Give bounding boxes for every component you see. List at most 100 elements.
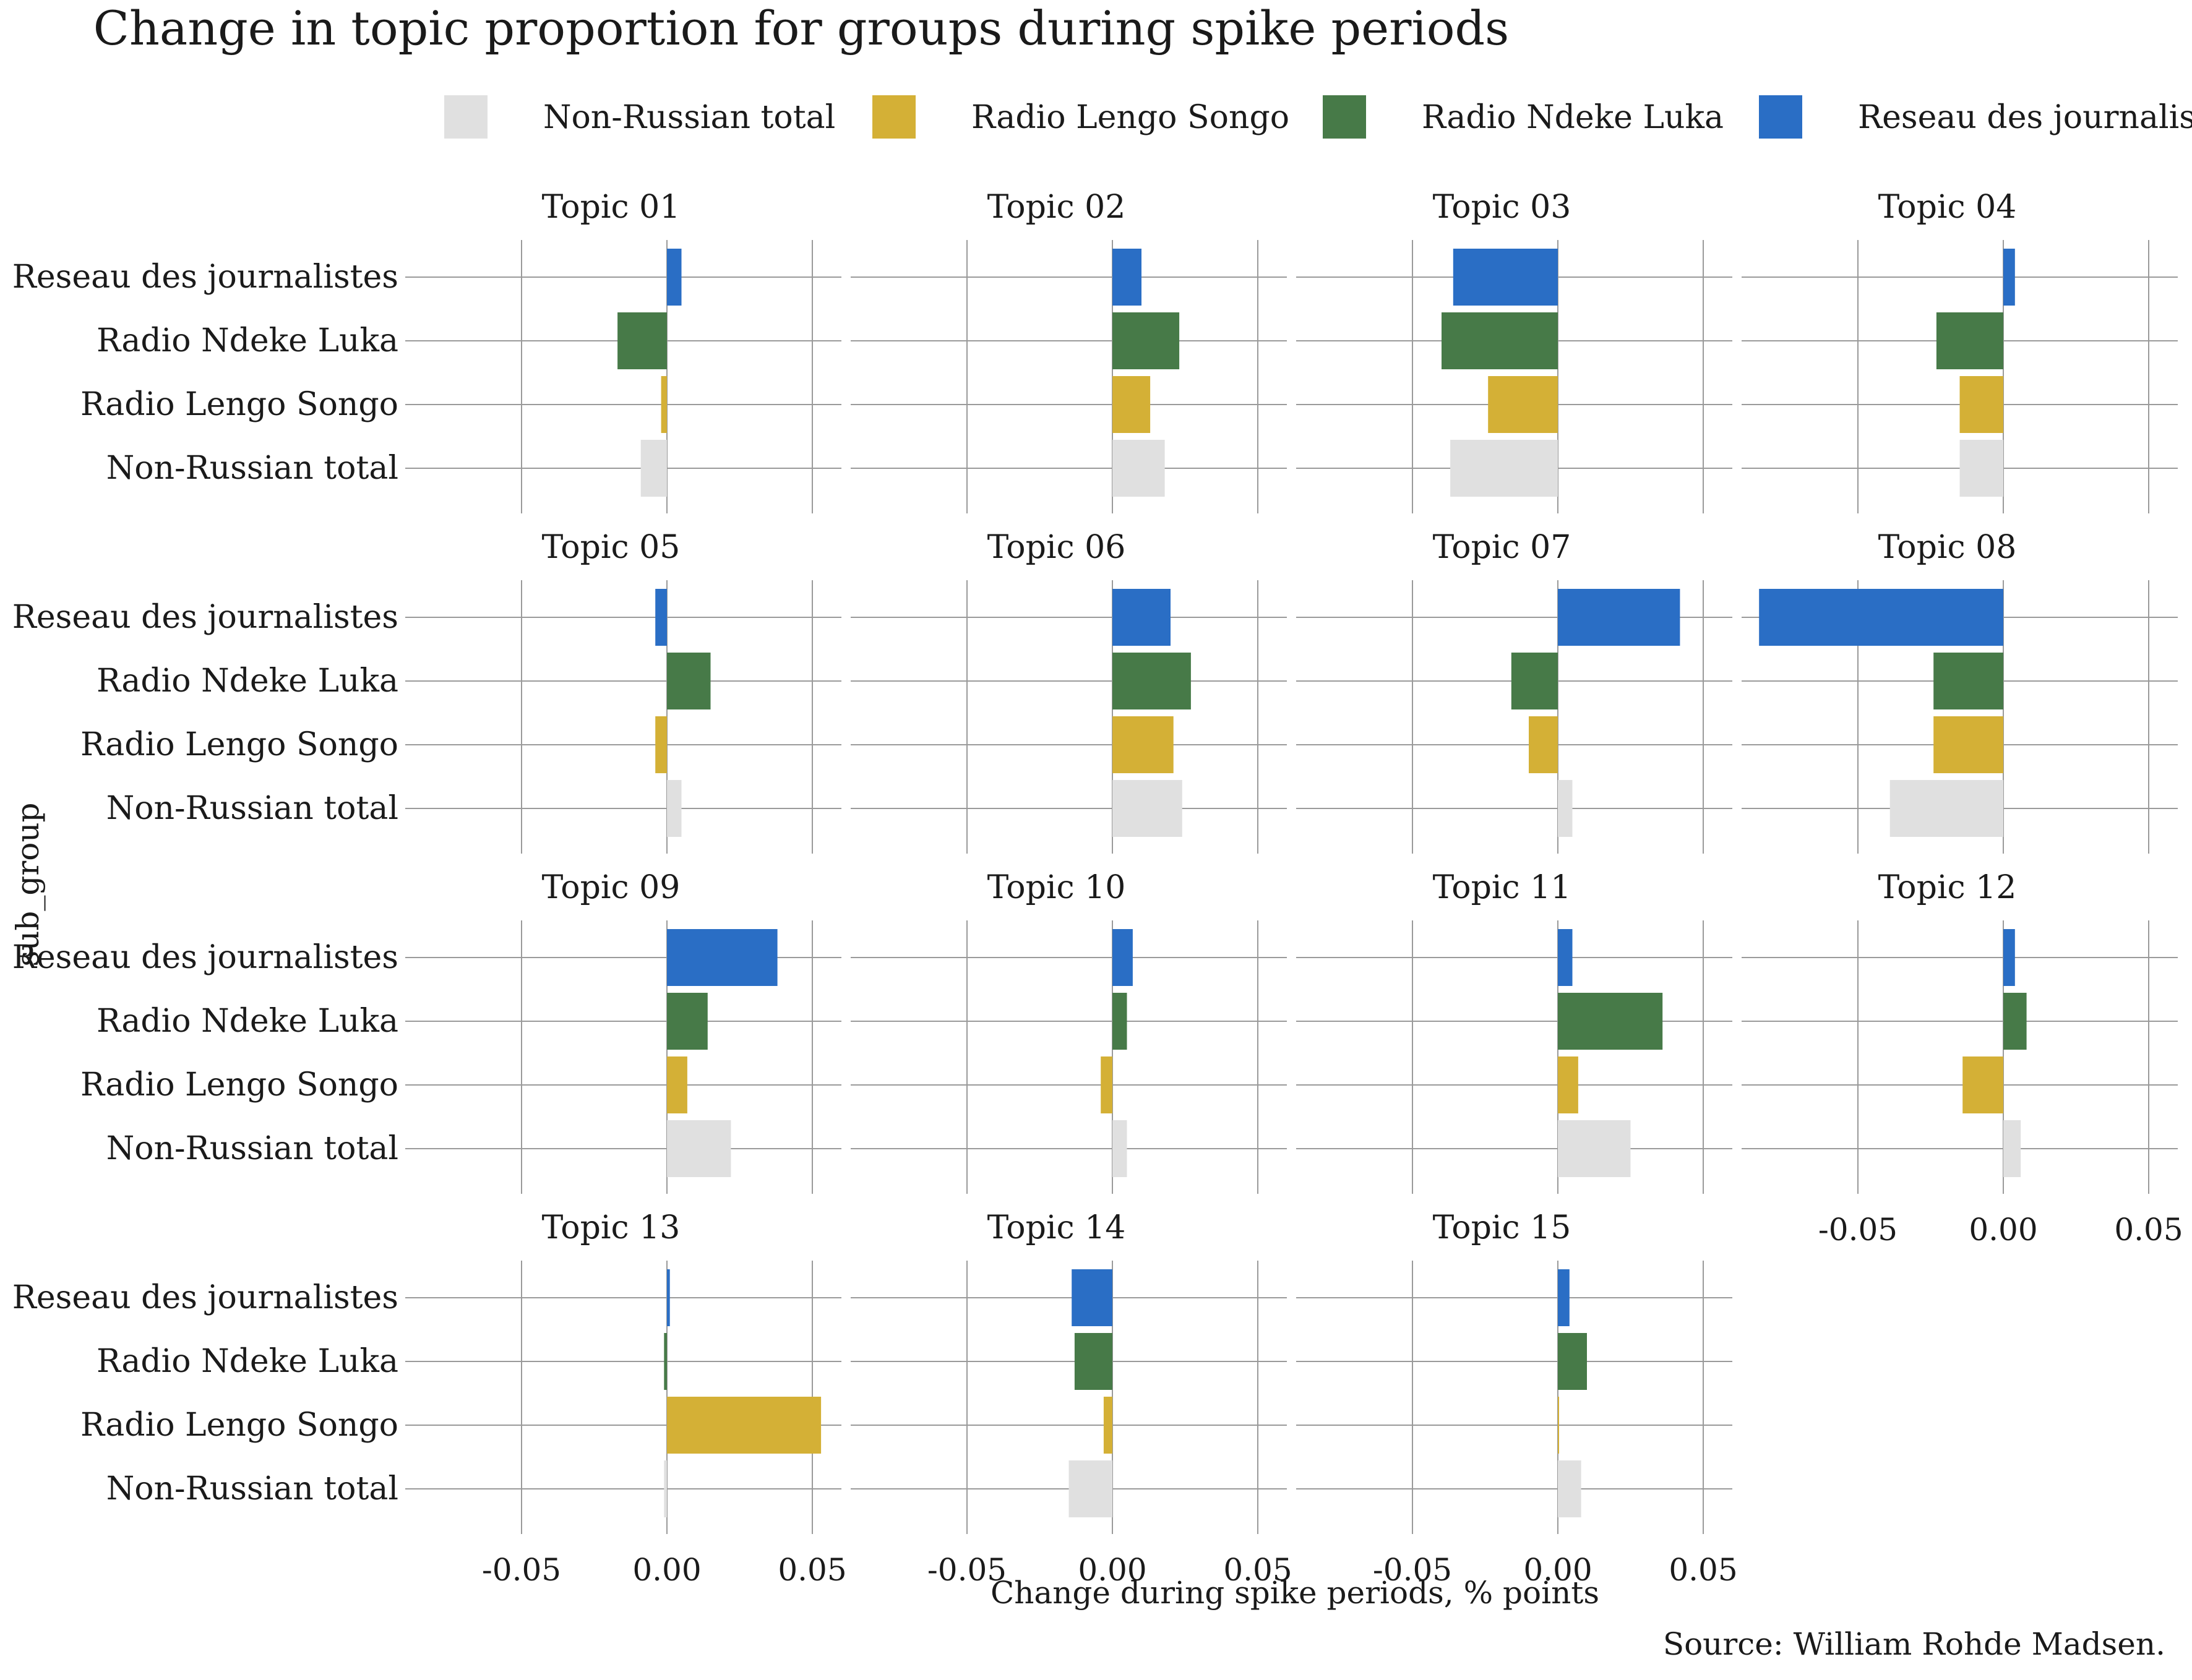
facet-panel: Topic 11	[1296, 869, 1732, 1194]
y-axis-title: sub_group	[10, 802, 46, 966]
bar	[1068, 1460, 1112, 1517]
facet-title: Topic 09	[542, 869, 681, 906]
bar	[667, 1269, 670, 1326]
facets: Topic 01 Topic 02 Topic 03 Topic 04 Topic 05…	[405, 189, 2183, 1588]
legend-swatch	[1323, 95, 1366, 139]
x-tick-label: 0.00	[1969, 1212, 2037, 1248]
bar	[667, 653, 711, 709]
bar	[1112, 589, 1171, 646]
bar	[661, 376, 667, 433]
legend-swatch	[444, 95, 488, 139]
facet-title: Topic 15	[1433, 1209, 1571, 1246]
y-axis-labels: Reseau des journalistes Radio Ndeke Luka R…	[12, 259, 398, 1507]
y-tick-label: Reseau des journalistes	[12, 259, 398, 296]
x-tick-label: 0.05	[1223, 1552, 1292, 1588]
bar	[1112, 312, 1180, 369]
y-tick-label: Non-Russian total	[106, 790, 398, 827]
facet-title: Topic 01	[542, 189, 681, 226]
bar	[640, 440, 667, 497]
legend-label: Radio Lengo Songo	[971, 99, 1289, 136]
bar	[1112, 376, 1151, 433]
y-tick-label: Non-Russian total	[106, 1130, 398, 1167]
bar	[2003, 1120, 2021, 1177]
y-tick-label: Radio Lengo Songo	[80, 386, 398, 423]
bar	[1889, 780, 2003, 837]
facet-title: Topic 04	[1878, 189, 2017, 226]
bar	[667, 1397, 822, 1454]
facet-title: Topic 05	[542, 529, 681, 566]
bar	[1558, 1120, 1631, 1177]
facet-title: Topic 03	[1433, 189, 1571, 226]
y-tick-label: Radio Ndeke Luka	[97, 322, 398, 359]
bar	[1112, 1120, 1127, 1177]
facet-title: Topic 14	[987, 1209, 1126, 1246]
bar	[664, 1460, 667, 1517]
bar	[1558, 929, 1573, 986]
bar	[1558, 780, 1573, 837]
facet-title: Topic 13	[542, 1209, 681, 1246]
x-tick-label: 0.00	[1078, 1552, 1146, 1588]
facet-panel: Topic 09	[405, 869, 841, 1194]
x-axis-title: Change during spike periods, % points	[991, 1575, 1599, 1611]
y-tick-label: Radio Lengo Songo	[80, 726, 398, 763]
x-tick-label: 0.05	[1669, 1552, 1737, 1588]
x-tick-label: 0.05	[2114, 1212, 2183, 1248]
facet-panel: Topic 15 -0.05 0.00 0.05	[1296, 1209, 1738, 1588]
y-tick-label: Non-Russian total	[106, 1470, 398, 1507]
bar	[667, 993, 708, 1050]
bar	[1936, 312, 2003, 369]
bar	[1511, 653, 1558, 709]
y-tick-label: Radio Lengo Songo	[80, 1407, 398, 1444]
legend: Non-Russian total Radio Lengo Songo Radio …	[444, 95, 2192, 139]
bar	[655, 589, 667, 646]
y-tick-label: Radio Lengo Songo	[80, 1066, 398, 1104]
bar	[1112, 249, 1141, 306]
legend-label: Reseau des journalistes	[1858, 99, 2192, 136]
bar	[1074, 1333, 1112, 1390]
y-tick-label: Radio Ndeke Luka	[97, 1343, 398, 1380]
facet-panel: Topic 05	[405, 529, 841, 854]
bar	[1101, 1056, 1112, 1113]
bar	[1112, 440, 1165, 497]
facet-title: Topic 06	[987, 529, 1126, 566]
bar	[1558, 1269, 1570, 1326]
bar	[2003, 249, 2015, 306]
bar	[1112, 929, 1133, 986]
y-tick-label: Radio Ndeke Luka	[97, 1003, 398, 1040]
bar	[1933, 653, 2003, 709]
facet-title: Topic 12	[1878, 869, 2017, 906]
facet-panel: Topic 03	[1296, 189, 1732, 513]
legend-label: Non-Russian total	[543, 99, 835, 136]
bar	[667, 1056, 687, 1113]
bar	[655, 716, 667, 773]
bar	[667, 1120, 731, 1177]
bar	[617, 312, 667, 369]
facet-title: Topic 08	[1878, 529, 2017, 566]
bar	[1962, 1056, 2003, 1113]
x-tick-label: 0.00	[632, 1552, 701, 1588]
chart-title: Change in topic proportion for groups du…	[93, 1, 1509, 56]
bar	[1072, 1269, 1112, 1326]
legend-swatch	[1759, 95, 1802, 139]
bar	[1959, 376, 2003, 433]
facet-panel: Topic 02	[851, 189, 1287, 513]
bar	[2003, 929, 2015, 986]
x-tick-label: -0.05	[482, 1552, 561, 1588]
bar	[1103, 1397, 1112, 1454]
x-tick-label: 0.05	[778, 1552, 846, 1588]
bar	[1488, 376, 1558, 433]
legend-swatch	[872, 95, 916, 139]
bar	[1450, 440, 1558, 497]
facet-panel: Topic 13 -0.05 0.00 0.05	[405, 1209, 847, 1588]
x-tick-label: -0.05	[1373, 1552, 1452, 1588]
facet-panel: Topic 06	[851, 529, 1287, 854]
y-tick-label: Radio Ndeke Luka	[97, 662, 398, 700]
facet-panel: Topic 14 -0.05 0.00 0.05	[851, 1209, 1292, 1588]
facet-panel: Topic 10	[851, 869, 1287, 1194]
facet-title: Topic 07	[1433, 529, 1571, 566]
facet-panel: Topic 12 -0.05 0.00 0.05	[1742, 869, 2183, 1248]
bar	[1558, 589, 1680, 646]
bar	[2003, 993, 2027, 1050]
facet-panel: Topic 01	[405, 189, 841, 513]
facet-panel: Topic 04	[1742, 189, 2178, 513]
